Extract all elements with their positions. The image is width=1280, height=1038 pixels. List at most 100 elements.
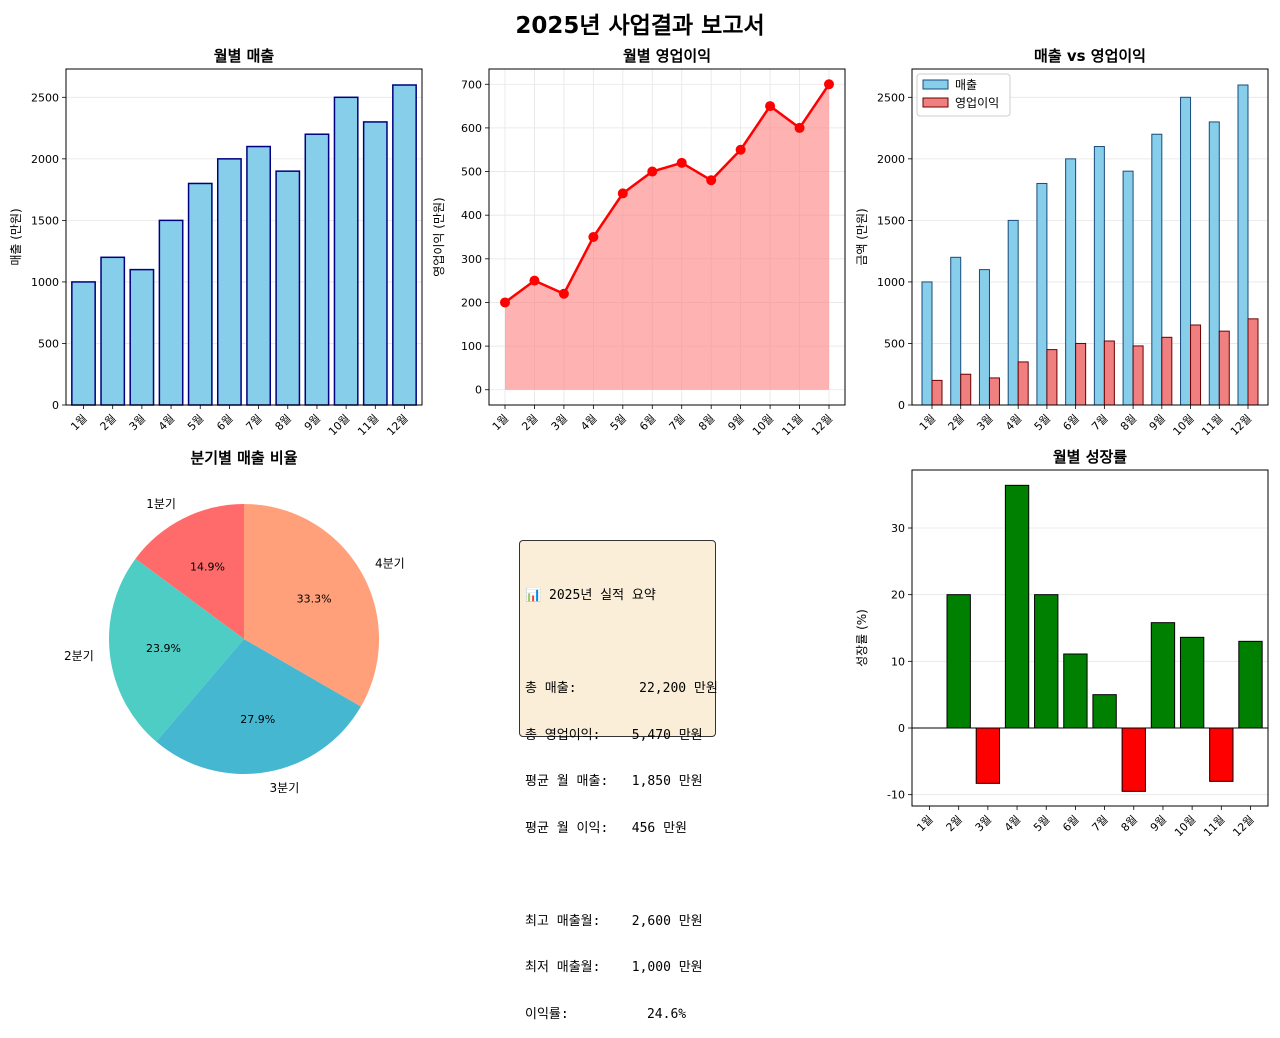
- data-point: [500, 297, 510, 308]
- x-tick-label: 4월: [156, 412, 177, 433]
- growth-bar: [1150, 622, 1176, 729]
- x-tick-label: 2월: [98, 412, 119, 433]
- x-tick-label: 12월: [384, 412, 410, 438]
- profit-bar: [1075, 342, 1087, 406]
- y-tick-label: 1500: [31, 214, 59, 227]
- profit-bar: [1017, 361, 1029, 406]
- x-tick-label: 11월: [355, 412, 381, 438]
- sales-bar: [1237, 84, 1249, 406]
- summary-box: 📊 2025년 실적 요약 총 매출: 22,200 만원 총 영업이익: 5,…: [519, 540, 718, 1022]
- x-tick-label: 1월: [917, 412, 938, 433]
- y-tick-label: 20: [891, 589, 905, 602]
- x-tick-label: 5월: [185, 412, 206, 433]
- bar: [216, 158, 242, 406]
- y-tick-label: 2500: [31, 91, 59, 104]
- sales-bar: [1180, 96, 1192, 406]
- bar: [275, 170, 301, 406]
- x-tick-label: 12월: [809, 412, 835, 438]
- growth-bar: [1238, 640, 1263, 729]
- x-tick-label: 8월: [1119, 813, 1140, 834]
- monthly-growth-frame: [911, 469, 1269, 807]
- x-tick-label: 4월: [578, 412, 599, 433]
- sales-bar: [1151, 133, 1163, 406]
- x-tick-label: 12월: [1228, 412, 1254, 438]
- pie-slice: [108, 558, 244, 742]
- data-point: [588, 232, 599, 242]
- profit-bar: [1132, 345, 1144, 406]
- bar: [362, 121, 388, 406]
- x-tick-label: 9월: [1148, 813, 1169, 834]
- y-tick-label: -10: [887, 789, 905, 802]
- pie-label: 2분기: [64, 649, 94, 663]
- quarterly-share-title: 분기별 매출 비율: [190, 449, 297, 467]
- x-tick-label: 2월: [519, 412, 540, 433]
- sales-bar: [950, 256, 962, 406]
- growth-bar: [1034, 594, 1059, 729]
- x-tick-label: 3월: [549, 412, 570, 433]
- profit-bar: [1190, 324, 1202, 406]
- y-tick-label: 2000: [31, 153, 59, 166]
- summary-line: [525, 635, 715, 651]
- data-point: [676, 157, 687, 168]
- legend-swatch: [922, 79, 949, 90]
- sales-vs-profit-frame: [911, 68, 1269, 406]
- profit-bar: [1218, 330, 1230, 406]
- y-tick-label: 0: [898, 722, 905, 735]
- growth-bar: [1179, 636, 1205, 729]
- pie-pct-label: 27.9%: [240, 713, 275, 726]
- y-tick-label: 300: [461, 253, 482, 266]
- x-tick-label: 8월: [273, 412, 294, 433]
- bar: [158, 219, 184, 406]
- y-tick-label: 0: [898, 399, 905, 412]
- data-point: [765, 101, 776, 112]
- growth-bar: [946, 594, 971, 729]
- y-tick-label: 200: [461, 296, 482, 309]
- pie-label: 1분기: [146, 497, 176, 511]
- pie-slice: [244, 503, 379, 707]
- profit-bar: [1046, 349, 1058, 406]
- y-tick-label: 500: [884, 337, 905, 350]
- growth-bar: [975, 727, 1001, 784]
- legend-swatch: [922, 97, 949, 108]
- sales-vs-profit-ylabel: 금액 (만원): [855, 208, 869, 265]
- sales-bar: [978, 269, 990, 406]
- profit-area: [505, 84, 829, 390]
- profit-bar: [988, 377, 1000, 406]
- growth-bar: [1004, 484, 1030, 729]
- sales-bar: [1007, 219, 1019, 406]
- x-tick-label: 1월: [490, 412, 511, 433]
- data-point: [558, 288, 569, 299]
- bar: [304, 133, 330, 406]
- x-tick-label: 7월: [1089, 813, 1110, 834]
- data-point: [735, 144, 746, 155]
- x-tick-label: 1월: [68, 412, 89, 433]
- x-tick-label: 7월: [667, 412, 688, 433]
- sales-bar: [921, 281, 933, 406]
- summary-line: [525, 867, 715, 883]
- monthly-profit-ylabel: 영업이익 (만원): [432, 197, 446, 276]
- x-tick-label: 11월: [1201, 813, 1227, 839]
- y-tick-label: 1000: [877, 276, 905, 289]
- profit-bar: [931, 379, 943, 406]
- profit-bar: [1161, 336, 1173, 406]
- pie-pct-label: 14.9%: [190, 561, 225, 574]
- y-tick-label: 0: [52, 399, 59, 412]
- y-tick-label: 1500: [877, 214, 905, 227]
- monthly-sales-title: 월별 매출: [214, 47, 275, 65]
- sales-bar: [1208, 121, 1220, 406]
- bar: [333, 96, 359, 406]
- monthly-growth-title: 월별 성장률: [1053, 448, 1127, 466]
- sales-vs-profit-title: 매출 vs 영업이익: [1034, 47, 1146, 65]
- summary-line: 📊 2025년 실적 요약: [525, 588, 656, 603]
- y-tick-label: 400: [461, 209, 482, 222]
- x-tick-label: 10월: [326, 412, 352, 438]
- profit-bar: [1247, 318, 1259, 406]
- summary-line: 평균 월 이익: 456 만원: [525, 820, 687, 836]
- y-tick-label: 30: [891, 522, 905, 535]
- x-tick-label: 10월: [1170, 412, 1196, 438]
- bar: [187, 182, 213, 406]
- monthly-profit-frame: [488, 68, 846, 406]
- x-tick-label: 8월: [1118, 412, 1139, 433]
- data-point: [617, 188, 628, 199]
